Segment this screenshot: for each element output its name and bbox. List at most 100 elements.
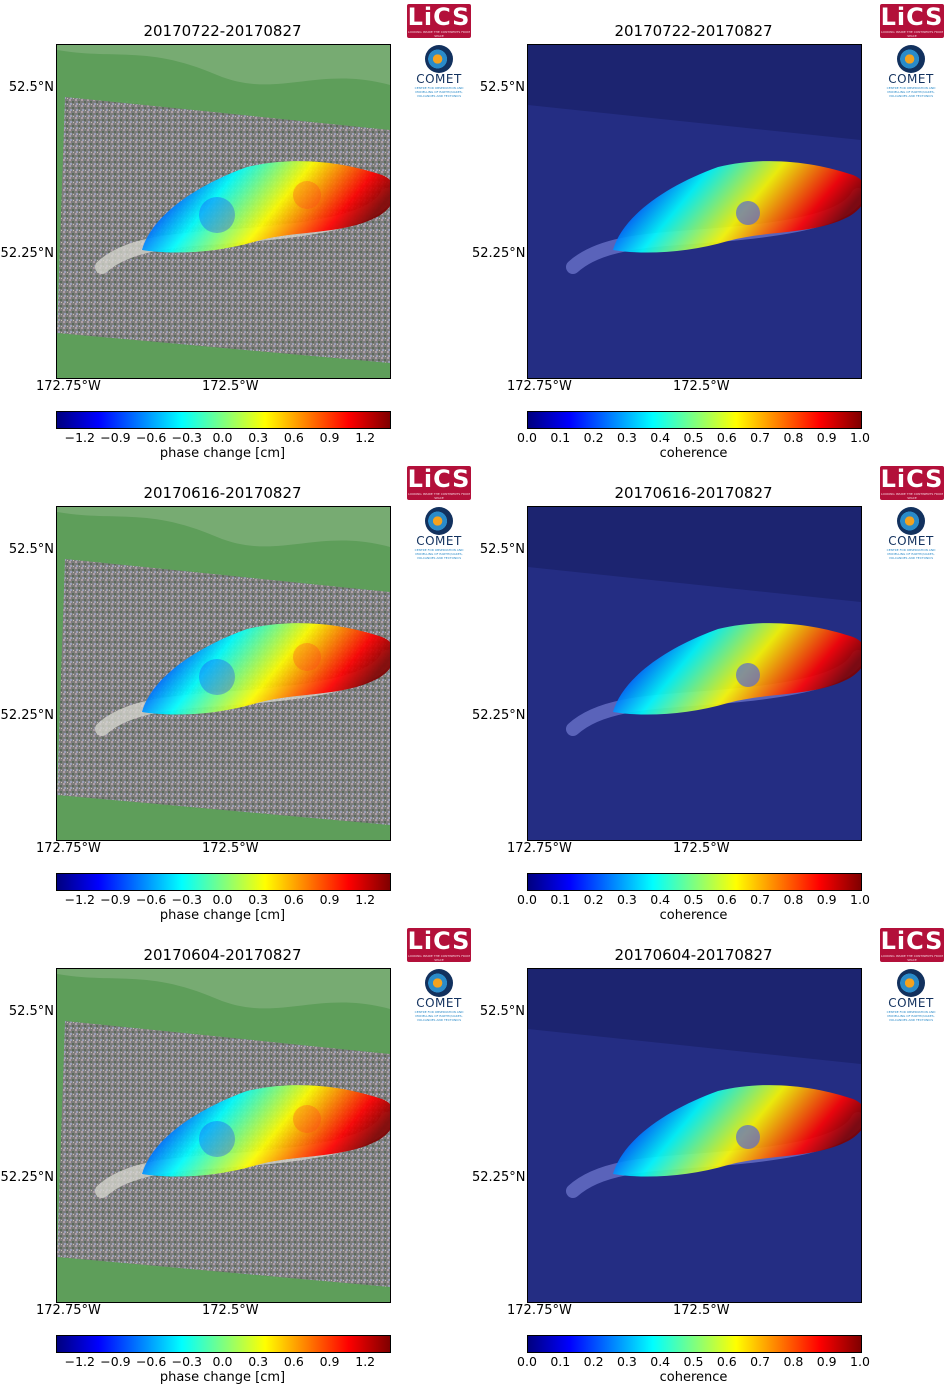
colorbar-tick-label: 0.3 — [248, 892, 269, 907]
latitude-label: 52.5°N — [479, 1004, 525, 1019]
colorbar-label: coherence — [659, 908, 728, 923]
island-deformation — [142, 1085, 390, 1177]
comet-logo-tagline: CENTRE FOR OBSERVATION AND MODELLING OF … — [886, 1010, 936, 1022]
colorbar — [56, 1335, 391, 1353]
terrain-shading — [57, 45, 390, 85]
latitude-label: 52.25°N — [0, 708, 54, 723]
colorbar-tick-label: 0.9 — [319, 430, 340, 445]
colorbar — [527, 411, 862, 429]
panel-p3: 20170616-20170827 52.5°N 52.25°N 172.75°W 1… — [0, 462, 472, 924]
colorbar-tick-label: 0.0 — [212, 1354, 233, 1369]
colorbar-tick-label: 0.3 — [616, 1354, 637, 1369]
fringe — [199, 659, 235, 695]
coherence-map — [528, 969, 861, 1302]
lics-logo-tagline: LOOKING INSIDE THE CONTINENTS FROM SPACE — [881, 954, 943, 962]
lics-logo: LiCS LOOKING INSIDE THE CONTINENTS FROM S… — [407, 466, 471, 500]
panel-title: 20170722-20170827 — [143, 22, 302, 40]
colorbar-tick-label: 0.1 — [550, 1354, 571, 1369]
lics-logo-text: LiCS — [407, 3, 471, 31]
colorbar-tick-label: 0.1 — [550, 430, 571, 445]
colorbar — [56, 873, 391, 891]
low-coherence-patch — [736, 1125, 760, 1149]
fringe — [293, 1105, 321, 1133]
comet-logo-text: COMET — [416, 996, 462, 1010]
colorbar-ticks: −1.2 −0.9 −0.6 −0.3 0.0 0.3 0.6 0.9 1.2 — [56, 892, 389, 907]
lics-logo: LiCS LOOKING INSIDE THE CONTINENTS FROM S… — [407, 4, 471, 38]
longitude-label: 172.5°W — [202, 841, 259, 856]
colorbar-tick-label: 0.8 — [783, 430, 804, 445]
colorbar-tick-label: 0.5 — [683, 430, 704, 445]
longitude-label: 172.5°W — [202, 1303, 259, 1318]
colorbar-tick-label: 0.8 — [783, 1354, 804, 1369]
comet-emblem-icon — [425, 507, 453, 535]
colorbar-tick-label: −0.9 — [100, 892, 131, 907]
comet-logo-text: COMET — [416, 534, 462, 548]
colorbar-tick-label: 1.2 — [355, 892, 376, 907]
lics-logo-tagline: LOOKING INSIDE THE CONTINENTS FROM SPACE — [408, 492, 470, 500]
latitude-label: 52.5°N — [8, 542, 54, 557]
lics-logo-tagline: LOOKING INSIDE THE CONTINENTS FROM SPACE — [408, 30, 470, 38]
colorbar-tick-label: 0.2 — [583, 430, 604, 445]
comet-logo-tagline: CENTRE FOR OBSERVATION AND MODELLING OF … — [886, 548, 936, 560]
colorbar-tick-label: 0.4 — [650, 892, 671, 907]
colorbar-tick-label: −1.2 — [64, 430, 95, 445]
lics-logo-tagline: LOOKING INSIDE THE CONTINENTS FROM SPACE — [408, 954, 470, 962]
comet-logo-text: COMET — [888, 72, 934, 86]
colorbar-tick-label: −0.9 — [100, 1354, 131, 1369]
low-coherence-patch — [736, 201, 760, 225]
longitude-label: 172.5°W — [673, 1303, 730, 1318]
map-frame — [56, 506, 391, 841]
comet-logo: COMET CENTRE FOR OBSERVATION AND MODELLIN… — [881, 969, 941, 1022]
panel-title: 20170616-20170827 — [143, 484, 302, 502]
comet-logo-tagline: CENTRE FOR OBSERVATION AND MODELLING OF … — [414, 1010, 464, 1022]
longitude-label: 172.75°W — [507, 1303, 572, 1318]
colorbar-tick-label: −0.3 — [171, 1354, 202, 1369]
comet-logo: COMET CENTRE FOR OBSERVATION AND MODELLIN… — [409, 969, 469, 1022]
latitude-label: 52.5°N — [479, 80, 525, 95]
comet-logo: COMET CENTRE FOR OBSERVATION AND MODELLIN… — [881, 45, 941, 98]
colorbar-tick-label: 1.2 — [355, 1354, 376, 1369]
colorbar-tick-label: 0.9 — [319, 1354, 340, 1369]
comet-logo: COMET CENTRE FOR OBSERVATION AND MODELLIN… — [409, 45, 469, 98]
comet-logo-text: COMET — [888, 534, 934, 548]
colorbar-tick-label: 0.0 — [517, 892, 537, 907]
colorbar-tick-label: 0.9 — [816, 1354, 837, 1369]
lics-logo: LiCS LOOKING INSIDE THE CONTINENTS FROM S… — [880, 928, 944, 962]
colorbar — [527, 873, 862, 891]
map-frame — [527, 44, 862, 379]
longitude-label: 172.75°W — [36, 379, 101, 394]
fringe — [293, 181, 321, 209]
comet-emblem-icon — [897, 969, 925, 997]
colorbar-tick-label: 0.5 — [683, 892, 704, 907]
longitude-label: 172.75°W — [36, 841, 101, 856]
interferogram-map — [57, 969, 390, 1302]
longitude-label: 172.75°W — [36, 1303, 101, 1318]
comet-logo: COMET CENTRE FOR OBSERVATION AND MODELLIN… — [881, 507, 941, 560]
map-frame — [527, 968, 862, 1303]
longitude-label: 172.5°W — [673, 379, 730, 394]
colorbar-tick-label: 0.6 — [283, 892, 304, 907]
panel-title: 20170616-20170827 — [614, 484, 773, 502]
colorbar-tick-label: 0.8 — [783, 892, 804, 907]
interferogram-map — [57, 45, 390, 378]
lics-logo-text: LiCS — [880, 465, 944, 493]
lics-logo-text: LiCS — [407, 927, 471, 955]
colorbar-tick-label: 0.6 — [716, 1354, 737, 1369]
latitude-label: 52.25°N — [472, 708, 526, 723]
colorbar-tick-label: −1.2 — [64, 892, 95, 907]
colorbar-tick-label: −0.3 — [171, 892, 202, 907]
colorbar-tick-label: 1.0 — [850, 1354, 870, 1369]
comet-emblem-icon — [897, 45, 925, 73]
colorbar-tick-label: −0.6 — [135, 892, 167, 907]
low-coherence-patch — [736, 663, 760, 687]
latitude-label: 52.5°N — [479, 542, 525, 557]
coherence-map — [528, 507, 861, 840]
fringe — [199, 1121, 235, 1157]
latitude-label: 52.25°N — [0, 246, 54, 261]
colorbar-ticks: 0.0 0.1 0.2 0.3 0.4 0.5 0.6 0.7 0.8 0.9 1.0 — [517, 1354, 870, 1369]
comet-logo-text: COMET — [888, 996, 934, 1010]
colorbar-tick-label: 0.0 — [212, 430, 233, 445]
colorbar-tick-label: 1.0 — [850, 430, 870, 445]
colorbar-tick-label: 0.0 — [212, 892, 233, 907]
colorbar-label: coherence — [659, 1370, 728, 1385]
